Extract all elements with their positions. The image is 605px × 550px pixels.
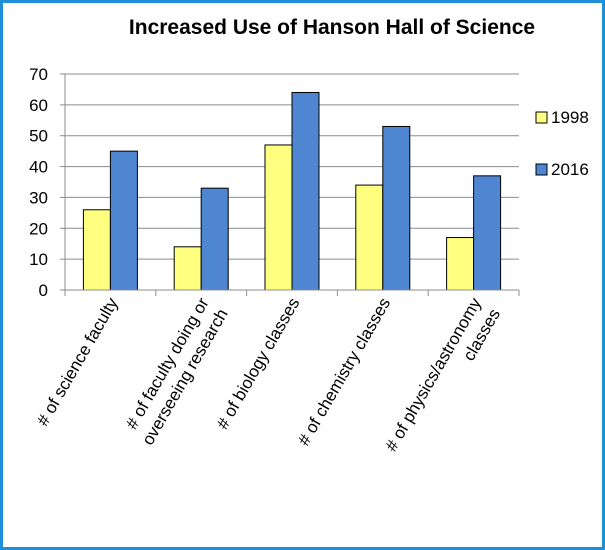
x-tick-label-line: # of physics/astronomy xyxy=(382,294,486,454)
y-axis-ticks: 0 10 20 30 40 50 60 70 xyxy=(29,65,65,300)
bars xyxy=(82,92,502,291)
bar-1998-2 xyxy=(173,246,202,291)
axes xyxy=(64,74,520,296)
legend-item-2016: 2016 xyxy=(535,160,589,179)
legend-label: 1998 xyxy=(551,108,589,127)
y-tick-label: 20 xyxy=(29,219,48,238)
legend-swatch-1998 xyxy=(535,111,548,124)
bar-1998-4 xyxy=(355,184,384,291)
bar-1998-3 xyxy=(264,144,293,291)
chart-title: Increased Use of Hanson Hall of Science xyxy=(129,16,535,39)
y-tick-label: 40 xyxy=(29,158,48,177)
bar-1998-1 xyxy=(82,209,111,291)
bar-2016-2 xyxy=(200,187,229,291)
y-tick-label: 0 xyxy=(39,281,48,300)
legend-item-1998: 1998 xyxy=(535,108,589,127)
bar-2016-5 xyxy=(473,175,502,291)
legend: 1998 2016 xyxy=(535,108,589,179)
y-tick-label: 10 xyxy=(29,250,48,269)
x-tick-label-line: # of chemistry classes xyxy=(294,295,394,449)
legend-label: 2016 xyxy=(551,160,589,179)
bar-2016-4 xyxy=(382,125,411,291)
y-tick-label: 30 xyxy=(29,188,48,207)
y-tick-label: 70 xyxy=(29,65,48,84)
y-tick-label: 50 xyxy=(29,127,48,146)
x-tick-label-1: # of science faculty xyxy=(33,294,122,429)
y-tick-label: 60 xyxy=(29,96,48,115)
x-axis-labels: # of science faculty # of faculty doing o… xyxy=(33,294,504,454)
x-tick-label-4: # of chemistry classes xyxy=(294,295,394,449)
bar-2016-1 xyxy=(109,150,138,291)
legend-swatch-2016 xyxy=(535,163,548,176)
x-tick-label-line: # of science faculty xyxy=(33,294,122,429)
bar-2016-3 xyxy=(291,92,320,291)
bar-1998-5 xyxy=(446,237,475,291)
